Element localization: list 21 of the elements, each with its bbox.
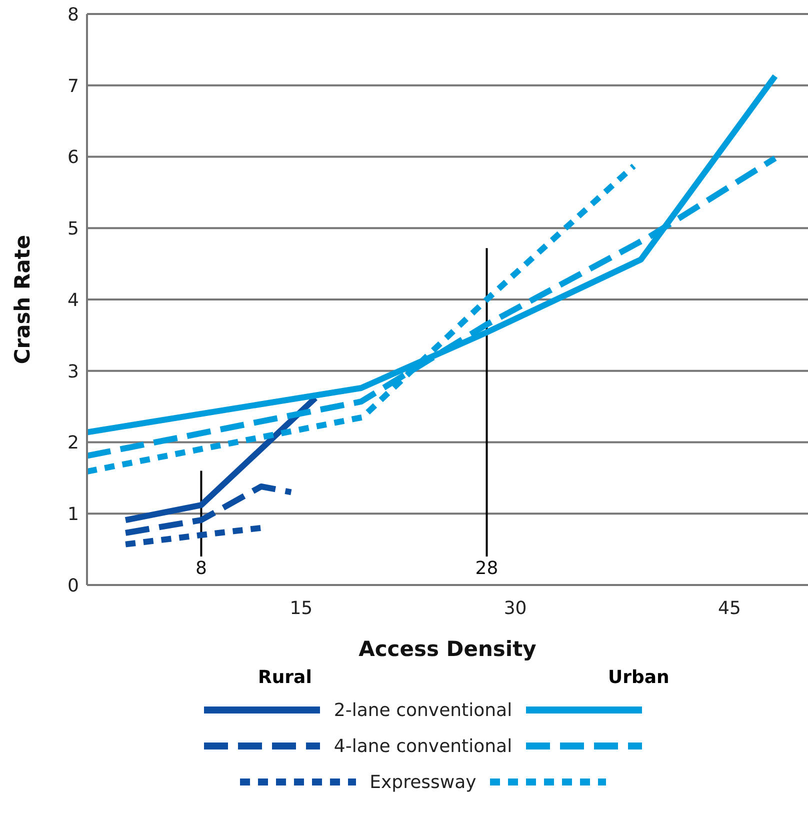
y-tick-label: 8 (68, 4, 79, 26)
y-tick-label: 3 (68, 361, 79, 382)
text: Expressway (370, 772, 476, 792)
x-tick-label: 15 (290, 598, 313, 619)
y-tick-label: 7 (68, 76, 79, 97)
ref-line-label: 8 (195, 558, 207, 580)
x-tick-label: 45 (718, 598, 741, 619)
y-tick-label: 4 (68, 290, 79, 311)
y-tick-label: 2 (68, 432, 79, 454)
y-tick-label: 6 (68, 147, 79, 168)
y-tick-label: 1 (68, 504, 79, 526)
y-tick-label: 5 (68, 218, 79, 240)
text: 2-lane conventional (334, 700, 512, 720)
y-axis-title: Crash Rate (10, 234, 34, 364)
text: 4-lane conventional (334, 736, 512, 756)
x-axis-title: Access Density (358, 637, 537, 661)
text: Urban (608, 666, 670, 688)
ref-line-label: 28 (475, 558, 498, 580)
text: Rural (258, 666, 312, 688)
y-tick-label: 0 (68, 575, 79, 596)
x-tick-label: 30 (504, 598, 527, 619)
